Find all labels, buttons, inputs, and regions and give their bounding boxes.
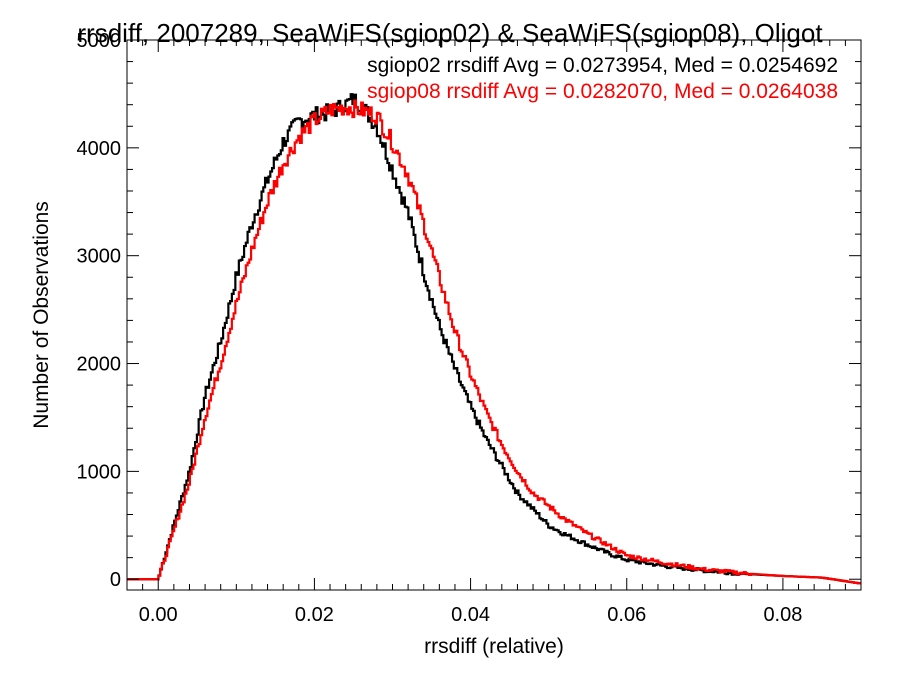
chart-title: rrsdiff, 2007289, SeaWiFS(sgiop02) & Sea… [77,18,823,48]
y-tick-label: 1000 [77,461,122,483]
x-tick-label: 0.02 [295,604,334,626]
y-tick-label: 5000 [77,30,122,52]
y-tick-label: 0 [110,569,121,591]
x-tick-label: 0.08 [763,604,802,626]
x-tick-label: 0.00 [139,604,178,626]
y-tick-label: 2000 [77,354,122,376]
plot-frame [126,39,862,591]
x-tick-label: 0.04 [451,604,490,626]
x-axis-label: rrsdiff (relative) [424,635,564,658]
series-layer [127,93,861,585]
y-tick-label: 4000 [77,138,122,160]
y-axis-label: Number of Observations [30,201,53,429]
stats-line-sgiop08: sgiop08 rrsdiff Avg = 0.0282070, Med = 0… [367,80,838,103]
axes-layer: 0.00 0.02 0.04 0.06 0.08 0 1000 2000 3000 4000 500… [77,30,862,626]
histogram-series-0 [127,93,861,585]
y-tick-label: 3000 [77,246,122,268]
stats-line-sgiop02: sgiop02 rrsdiff Avg = 0.0273954, Med = 0… [367,54,838,77]
histogram-series-1 [127,99,861,585]
x-tick-label: 0.06 [607,604,646,626]
